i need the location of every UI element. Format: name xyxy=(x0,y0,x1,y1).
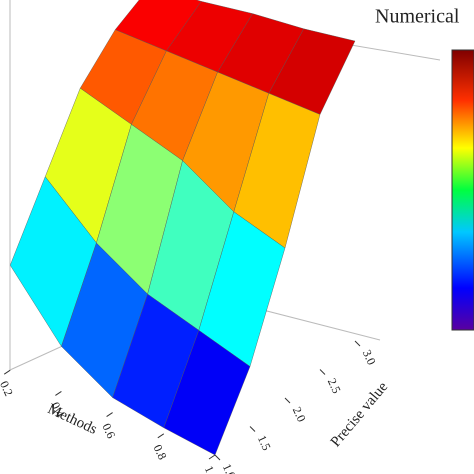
y-tick-label: 2.0 xyxy=(290,405,309,425)
y-tick xyxy=(354,340,361,347)
x-tick-label: 0.8 xyxy=(151,442,170,462)
y-tick xyxy=(284,397,291,404)
surface xyxy=(9,0,356,456)
x-tick-label: 0.2 xyxy=(0,379,16,399)
y-tick-label: 2.5 xyxy=(325,376,344,396)
surface-cell xyxy=(163,329,251,456)
y-tick xyxy=(319,369,326,375)
x-tick xyxy=(55,390,62,396)
x-tick-label: 1.0 xyxy=(202,464,221,474)
x-tick xyxy=(157,433,165,439)
y-tick-label: 1.0 xyxy=(220,462,239,474)
x-tick-label: 0.6 xyxy=(99,421,118,441)
x-tick xyxy=(106,412,113,418)
y-tick xyxy=(249,426,256,432)
x-tick xyxy=(208,454,216,460)
colorbar-title: Numerical xyxy=(375,6,460,28)
y-tick-label: 1.5 xyxy=(255,433,274,453)
colorbar xyxy=(451,49,474,331)
y-tick-label: 3.0 xyxy=(360,348,379,368)
x-tick xyxy=(3,369,11,375)
y-tick xyxy=(214,454,221,461)
x-tick-label: 0.4 xyxy=(48,400,67,420)
